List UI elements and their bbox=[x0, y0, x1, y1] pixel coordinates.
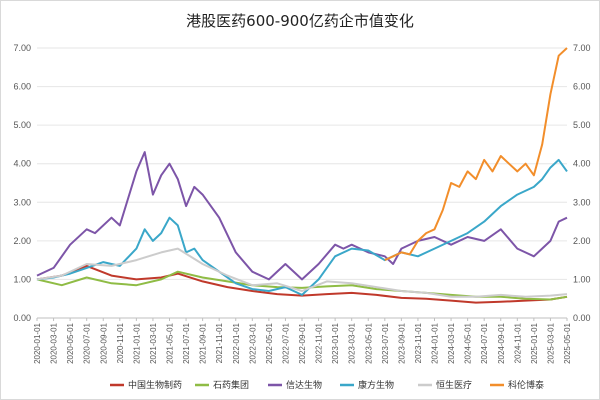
series-line bbox=[36, 247, 568, 298]
x-tick-label: 2020-09-01 bbox=[99, 322, 108, 363]
x-tick-label: 2023-09-01 bbox=[397, 322, 406, 363]
x-tick-label: 2025-05-01 bbox=[563, 322, 572, 363]
x-tick-label: 2025-03-01 bbox=[546, 322, 555, 363]
x-tick-label: 2020-07-01 bbox=[83, 322, 92, 363]
y-tick-label-right: 3.00 bbox=[573, 197, 591, 207]
y-tick-label-left: 6.00 bbox=[13, 82, 31, 92]
y-tick-label-right: 2.00 bbox=[573, 236, 591, 246]
x-tick-label: 2023-07-01 bbox=[381, 322, 390, 363]
x-tick-label: 2020-05-01 bbox=[66, 322, 75, 363]
y-tick-label-left: 3.00 bbox=[13, 197, 31, 207]
y-tick-label-right: 7.00 bbox=[573, 43, 591, 53]
y-tick-label-right: 6.00 bbox=[573, 82, 591, 92]
x-tick-label: 2021-05-01 bbox=[166, 322, 175, 363]
y-axis-right: 0.00 1.00 2.00 3.00 4.00 5.00 6.00 7.00 bbox=[573, 43, 591, 323]
x-tick-label: 2020-01-01 bbox=[33, 322, 42, 363]
x-tick-label: 2020-03-01 bbox=[50, 322, 59, 363]
y-tick-label-right: 5.00 bbox=[573, 120, 591, 130]
x-tick-label: 2022-03-01 bbox=[248, 322, 257, 363]
x-tick-label: 2024-09-01 bbox=[497, 322, 506, 363]
x-tick-label: 2023-05-01 bbox=[364, 322, 373, 363]
x-tick-label: 2023-03-01 bbox=[348, 322, 357, 363]
legend-label: 康方生物 bbox=[358, 379, 394, 391]
y-axis-left: 0.00 1.00 2.00 3.00 4.00 5.00 6.00 7.00 bbox=[13, 43, 31, 323]
legend: 中国生物制药 石药集团 信达生物 康方生物 恒生医疗 科伦博泰 bbox=[110, 379, 544, 391]
y-tick-label-right: 1.00 bbox=[573, 274, 591, 284]
x-tick-label: 2022-07-01 bbox=[281, 322, 290, 363]
x-tick-label: 2022-05-01 bbox=[265, 322, 274, 363]
y-tick-label-right: 0.00 bbox=[573, 313, 591, 323]
y-tick-label-right: 4.00 bbox=[573, 159, 591, 169]
x-tick-label: 2021-07-01 bbox=[182, 322, 191, 363]
x-tick-label: 2024-05-01 bbox=[464, 322, 473, 363]
chart-title: 港股医药600-900亿药企市值变化 bbox=[186, 12, 414, 30]
series-line bbox=[36, 158, 568, 296]
y-tick-label-left: 0.00 bbox=[13, 313, 31, 323]
series-lines bbox=[36, 47, 568, 304]
x-tick-label: 2022-11-01 bbox=[315, 322, 324, 363]
legend-label: 恒生医疗 bbox=[436, 379, 472, 391]
x-tick-label: 2024-01-01 bbox=[431, 322, 440, 363]
x-tick-label: 2022-09-01 bbox=[298, 322, 307, 363]
legend-label: 中国生物制药 bbox=[128, 379, 182, 391]
x-tick-label: 2021-11-01 bbox=[215, 322, 224, 363]
legend-label: 信达生物 bbox=[286, 379, 322, 391]
x-tick-label: 2024-07-01 bbox=[480, 322, 489, 363]
series-line bbox=[36, 151, 568, 281]
x-tick-label: 2021-09-01 bbox=[199, 322, 208, 363]
x-axis: 2020-01-01 2020-03-01 2020-05-01 2020-07-01… bbox=[33, 317, 572, 364]
x-tick-label: 2021-01-01 bbox=[132, 322, 141, 363]
x-tick-label: 2022-01-01 bbox=[232, 322, 241, 363]
y-tick-label-left: 7.00 bbox=[13, 43, 31, 53]
legend-label: 石药集团 bbox=[213, 379, 249, 391]
x-tick-label: 2020-11-01 bbox=[116, 322, 125, 363]
x-tick-label: 2025-01-01 bbox=[530, 322, 539, 363]
grid-lines bbox=[37, 47, 567, 319]
series-line bbox=[384, 47, 568, 262]
legend-label: 科伦博泰 bbox=[508, 379, 544, 391]
x-tick-label: 2021-03-01 bbox=[149, 322, 158, 363]
y-tick-label-left: 4.00 bbox=[13, 159, 31, 169]
x-tick-label: 2024-03-01 bbox=[447, 322, 456, 363]
y-tick-label-left: 1.00 bbox=[13, 274, 31, 284]
y-tick-label-left: 2.00 bbox=[13, 236, 31, 246]
y-tick-label-left: 5.00 bbox=[13, 120, 31, 130]
x-tick-label: 2023-11-01 bbox=[414, 322, 423, 363]
x-tick-label: 2024-11-01 bbox=[513, 322, 522, 363]
x-tick-label: 2023-01-01 bbox=[331, 322, 340, 363]
